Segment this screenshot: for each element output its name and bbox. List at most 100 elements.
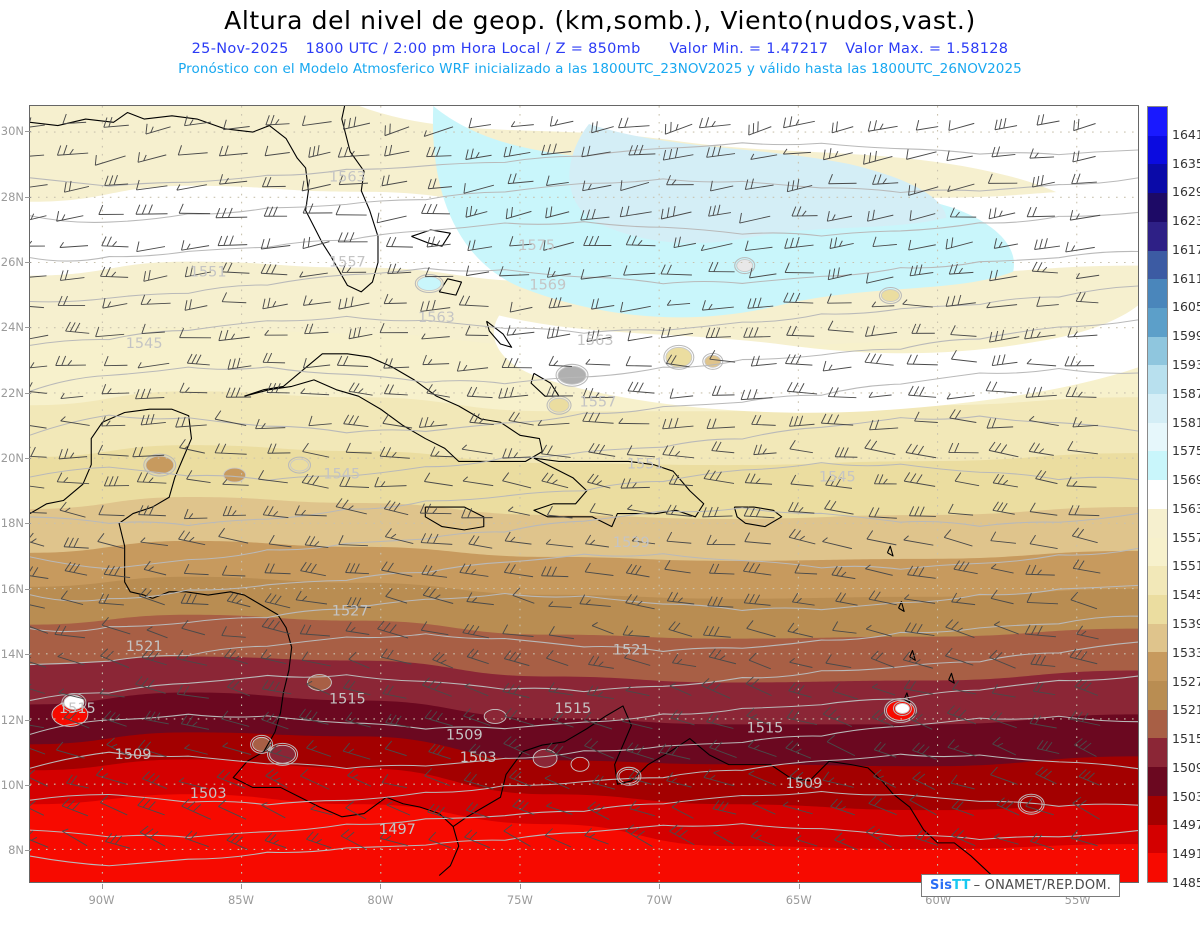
longitude-tick (101, 884, 103, 889)
colorbar-tick-label: 1623 (1172, 212, 1200, 228)
value-max: Valor Max. = 1.58128 (845, 41, 1009, 57)
contour-label: 1515 (747, 721, 784, 737)
latitude-tick (25, 327, 31, 329)
colorbar-swatch (1148, 164, 1167, 194)
contour-label: 1527 (332, 603, 369, 619)
contour-label: 1551 (190, 264, 227, 280)
colorbar-swatch (1148, 508, 1167, 538)
longitude-tick-label: 65W (785, 893, 812, 907)
contour-label: 1539 (613, 535, 650, 551)
contour-label: 1545 (323, 466, 360, 482)
latitude-tick (25, 719, 31, 721)
colorbar-tick-label: 1539 (1172, 615, 1200, 631)
colorbar-tick-label: 1563 (1172, 500, 1200, 516)
longitude-tick (519, 884, 521, 889)
colorbar-swatch (1148, 307, 1167, 337)
colorbar-tick-label: 1569 (1172, 471, 1200, 487)
model-run-info: Pronóstico con el Modelo Atmosferico WRF… (178, 61, 1022, 77)
colorbar-tick-label: 1545 (1172, 586, 1200, 602)
contour-label: 1509 (446, 727, 483, 743)
sistt-logo-sis: Sis (930, 878, 953, 893)
colorbar-swatch (1148, 652, 1167, 682)
colorbar-tick-label: 1611 (1172, 270, 1200, 286)
contour-label: 1503 (460, 750, 497, 766)
contour-label: 1545 (126, 336, 163, 352)
colorbar-tick-label: 1593 (1172, 356, 1200, 372)
longitude-tick-label: 80W (367, 893, 394, 907)
colorbar-tick-label: 1527 (1172, 673, 1200, 689)
latitude-tick (25, 392, 31, 394)
colorbar-swatch (1148, 422, 1167, 452)
contour-label: 1563 (577, 333, 614, 349)
contour-label: 1563 (418, 310, 455, 326)
longitude-tick-label: 85W (227, 893, 254, 907)
colorbar-swatch (1148, 681, 1167, 710)
latitude-tick (25, 523, 31, 525)
latitude-tick (25, 196, 31, 198)
colorbar-tick-label: 1617 (1172, 241, 1200, 257)
longitude-tick-label: 90W (88, 893, 115, 907)
latitude-tick-label: 28N (0, 189, 24, 204)
forecast-cycle: 1800 UTC / 2:00 pm Hora Local / Z = 850m… (305, 41, 641, 57)
value-min: Valor Min. = 1.47217 (669, 41, 829, 57)
colorbar-tick-label: 1629 (1172, 184, 1200, 200)
latitude-tick (25, 458, 31, 460)
colorbar-swatch (1148, 537, 1167, 567)
longitude-tick-label: 75W (506, 893, 533, 907)
latitude-tick-label: 18N (0, 516, 24, 531)
colorbar-swatch (1148, 279, 1167, 308)
latitude-tick (25, 588, 31, 590)
latitude-tick-label: 14N (0, 647, 24, 662)
sistt-logo-tt: TT (952, 878, 971, 893)
latitude-tick-label: 12N (0, 712, 24, 727)
contour-label: 1515 (59, 701, 96, 717)
page-title: Altura del nivel de geop. (km,somb.), Vi… (224, 6, 976, 35)
latitude-tick-label: 10N (0, 777, 24, 792)
attribution-org: – ONAMET/REP.DOM. (973, 878, 1112, 893)
latitude-tick-label: 26N (0, 254, 24, 269)
contour-label: 1575 (518, 238, 555, 254)
colorbar-tick-label: 1521 (1172, 702, 1200, 718)
colorbar-tick-label: 1515 (1172, 730, 1200, 746)
colorbar-swatch (1148, 394, 1167, 423)
forecast-date: 25-Nov-2025 (191, 41, 289, 57)
latitude-tick-label: 22N (0, 385, 24, 400)
colorbar-swatch (1148, 767, 1167, 796)
map-svg: 1563 1551 1545 1557 1563 1575 1569 1563 1557 1551… (30, 106, 1138, 882)
latitude-tick-label: 16N (0, 581, 24, 596)
latitude-tick (25, 261, 31, 263)
colorbar-swatch (1148, 221, 1167, 251)
colorbar-tick-label: 1509 (1172, 759, 1200, 775)
colorbar-labels: 1641 1635 1629 1623 1617 1611 1605 1599 1593 1587… (1172, 106, 1200, 888)
colorbar-swatch (1148, 480, 1167, 509)
contour-label: 1551 (627, 457, 664, 473)
colorbar-swatch (1148, 594, 1167, 624)
latitude-tick (25, 131, 31, 133)
contour-label: 1569 (529, 277, 566, 293)
colorbar-swatch (1148, 336, 1167, 366)
latitude-tick (25, 850, 31, 852)
colorbar-tick-label: 1635 (1172, 155, 1200, 171)
colorbar-tick-label: 1605 (1172, 299, 1200, 315)
latitude-tick-label: 30N (0, 124, 24, 139)
colorbar-tick-label: 1533 (1172, 644, 1200, 660)
contour-label: 1563 (329, 170, 366, 186)
contour-label: 1509 (115, 747, 152, 763)
colorbar-swatch (1148, 250, 1167, 280)
colorbar-swatch (1148, 709, 1167, 739)
attribution-badge: Sis TT – ONAMET/REP.DOM. (921, 874, 1121, 897)
map-canvas[interactable]: 1563 1551 1545 1557 1563 1575 1569 1563 1557 1551… (29, 105, 1139, 883)
colorbar-swatch (1148, 451, 1167, 481)
colorbar-swatch (1148, 853, 1167, 882)
contour-label: 1497 (379, 822, 416, 838)
colorbar-tick-label: 1599 (1172, 327, 1200, 343)
latitude-tick-label: 20N (0, 451, 24, 466)
colorbar (1147, 106, 1168, 883)
wind-barbs (30, 113, 1101, 851)
latitude-tick-label: 24N (0, 320, 24, 335)
contour-label: 1557 (329, 255, 366, 271)
geopotential-shading (30, 106, 1138, 882)
contour-label: 1515 (329, 691, 366, 707)
colorbar-tick-label: 1485 (1172, 874, 1200, 890)
